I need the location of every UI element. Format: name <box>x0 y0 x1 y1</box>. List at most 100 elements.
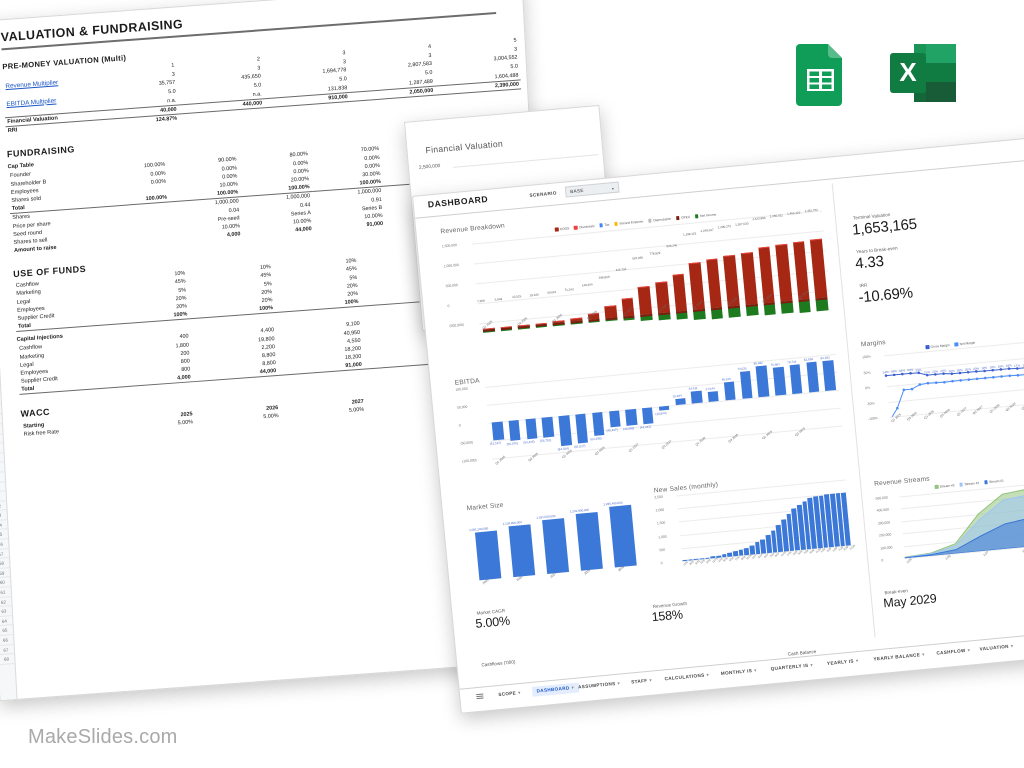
bar-negative[interactable] <box>570 320 583 325</box>
bar[interactable] <box>608 410 621 428</box>
bar[interactable] <box>755 365 770 398</box>
tab-valuation[interactable]: VALUATION ▾ <box>979 643 1013 652</box>
bar[interactable] <box>638 286 653 315</box>
scenario-dropdown[interactable]: BASE ▾ <box>564 180 620 198</box>
chevron-down-icon[interactable]: ▾ <box>649 677 653 683</box>
bar-negative[interactable] <box>605 317 618 322</box>
data-label: 34% <box>907 368 914 373</box>
chevron-down-icon[interactable]: ▾ <box>921 651 925 658</box>
bar-negative[interactable] <box>675 310 688 320</box>
bar-negative[interactable] <box>728 305 741 318</box>
legend-item: COGS <box>554 226 569 232</box>
chevron-down-icon[interactable]: ▾ <box>753 667 757 673</box>
data-label: 19% <box>981 365 988 371</box>
bar[interactable] <box>508 524 535 578</box>
bar[interactable] <box>508 419 521 441</box>
microsoft-excel-icon[interactable]: X <box>888 40 958 111</box>
tab-yearly-is[interactable]: YEARLY IS ▾ <box>827 658 859 667</box>
sheet-tab-bar[interactable]: SCOPE ▾ DASHBOARD ▾ ASSUMPTIONS ▾ STAFF ▾ CALCUL… <box>459 629 1024 713</box>
bar[interactable] <box>810 239 828 299</box>
bar[interactable] <box>558 415 572 447</box>
bar[interactable] <box>591 412 605 436</box>
legend-swatch-icon <box>675 216 680 221</box>
bar[interactable] <box>575 413 589 444</box>
row-header[interactable]: 68 <box>0 654 15 665</box>
bar-negative[interactable] <box>798 298 812 313</box>
bar[interactable] <box>658 405 670 411</box>
legend-swatch-icon <box>983 480 988 485</box>
revenue-streams-areas <box>904 485 1024 559</box>
y-tick: 1,500 <box>656 521 666 526</box>
bar-negative[interactable] <box>658 312 671 320</box>
legend-item: Tax <box>599 223 610 228</box>
bar[interactable] <box>775 243 793 302</box>
bar[interactable] <box>739 371 753 399</box>
margins-chart[interactable]: 100% 50% 0% -50% -100% 34% 34% 34% 34% 33% 23% 23% 2… <box>862 340 1024 443</box>
bar[interactable] <box>576 511 603 571</box>
chevron-down-icon[interactable]: ▾ <box>517 689 521 696</box>
x-tick: Q1 2029 <box>761 429 773 441</box>
bar[interactable] <box>740 252 758 305</box>
tab-cashflow[interactable]: CASHFLOW ▾ <box>936 647 970 656</box>
row-label: Shares <box>12 214 31 222</box>
bar[interactable] <box>475 530 501 581</box>
google-sheets-icon[interactable] <box>788 40 854 111</box>
revenue-breakdown-chart[interactable]: 1,500,000 1,000,000 500,000 0 (500,000) 7,389… <box>442 208 836 352</box>
bar[interactable] <box>772 367 786 396</box>
bar-negative[interactable] <box>500 326 513 332</box>
bar-negative[interactable] <box>710 307 724 319</box>
legend-item: Depreciation <box>648 217 671 223</box>
tab-scope[interactable]: SCOPE ▾ <box>498 690 521 698</box>
bar[interactable] <box>541 416 555 439</box>
bar-negative[interactable] <box>763 302 776 316</box>
bar-negative[interactable] <box>535 323 548 328</box>
tab-dashboard[interactable]: DASHBOARD ▾ <box>531 681 580 697</box>
bar[interactable] <box>525 418 538 439</box>
legend-item: Dismissals <box>574 224 595 230</box>
bar[interactable] <box>806 362 820 393</box>
bar[interactable] <box>625 408 638 426</box>
all-sheets-icon[interactable] <box>476 693 484 701</box>
data-label: (56,076) <box>506 441 519 447</box>
tab-calculations[interactable]: CALCULATIONS ▾ <box>664 672 709 682</box>
bar-negative[interactable] <box>780 300 794 315</box>
chevron-down-icon[interactable]: ▾ <box>706 672 710 678</box>
bar[interactable] <box>491 421 504 441</box>
dashboard-sheet[interactable]: DASHBOARD SCENARIO BASE ▾ Revenue Breakd… <box>412 136 1024 714</box>
bar-negative[interactable] <box>693 308 706 321</box>
chevron-down-icon[interactable]: ▾ <box>1010 643 1014 649</box>
market-size-chart[interactable]: 1,091,200,000 2025 1,134,800,000 2026 1,181,… <box>467 499 645 603</box>
bar[interactable] <box>542 518 569 574</box>
revenue-streams-chart[interactable]: 500,000 400,000 300,000 200,000 100,000 0 1/25… <box>875 481 1024 583</box>
bar[interactable] <box>672 273 688 312</box>
ebitda-chart[interactable]: 100,000 50,000 0 (50,000) (100,000) (51,197) (… <box>455 353 849 487</box>
chevron-down-icon[interactable]: ▾ <box>810 662 814 668</box>
bar[interactable] <box>822 359 836 391</box>
chevron-down-icon[interactable]: ▾ <box>571 684 575 690</box>
data-label: 17% <box>1013 363 1021 368</box>
bar[interactable] <box>674 398 686 406</box>
bar[interactable] <box>609 505 637 568</box>
bar-negative[interactable] <box>640 313 653 321</box>
bar[interactable] <box>723 381 736 401</box>
tab-yearly-balance[interactable]: YEARLY BALANCE ▾ <box>873 652 925 663</box>
bar[interactable] <box>789 364 803 395</box>
data-label: 76,681 <box>770 362 780 368</box>
data-label: 5,949 <box>494 296 503 302</box>
bar[interactable] <box>642 407 654 425</box>
bar-negative[interactable] <box>745 303 759 317</box>
tab-quarterly-is[interactable]: QUARTERLY IS ▾ <box>770 662 813 672</box>
tab-staff[interactable]: STAFF ▾ <box>631 678 652 686</box>
tab-assumptions[interactable]: ASSUMPTIONS ▾ <box>578 681 621 691</box>
bar[interactable] <box>738 549 744 556</box>
bar[interactable] <box>754 542 761 555</box>
bar[interactable] <box>690 390 703 404</box>
chevron-down-icon[interactable]: ▾ <box>855 658 859 664</box>
tab-monthly-is[interactable]: MONTHLY IS ▾ <box>721 668 757 677</box>
chevron-down-icon[interactable]: ▾ <box>617 680 621 686</box>
new-sales-chart[interactable]: 2,500 2,000 1,500 1,000 500 0 1/25 3/25 5/25 7/25… <box>654 479 858 589</box>
bar[interactable] <box>707 391 720 402</box>
bar-negative[interactable] <box>815 297 829 312</box>
chevron-down-icon[interactable]: ▾ <box>967 647 971 653</box>
